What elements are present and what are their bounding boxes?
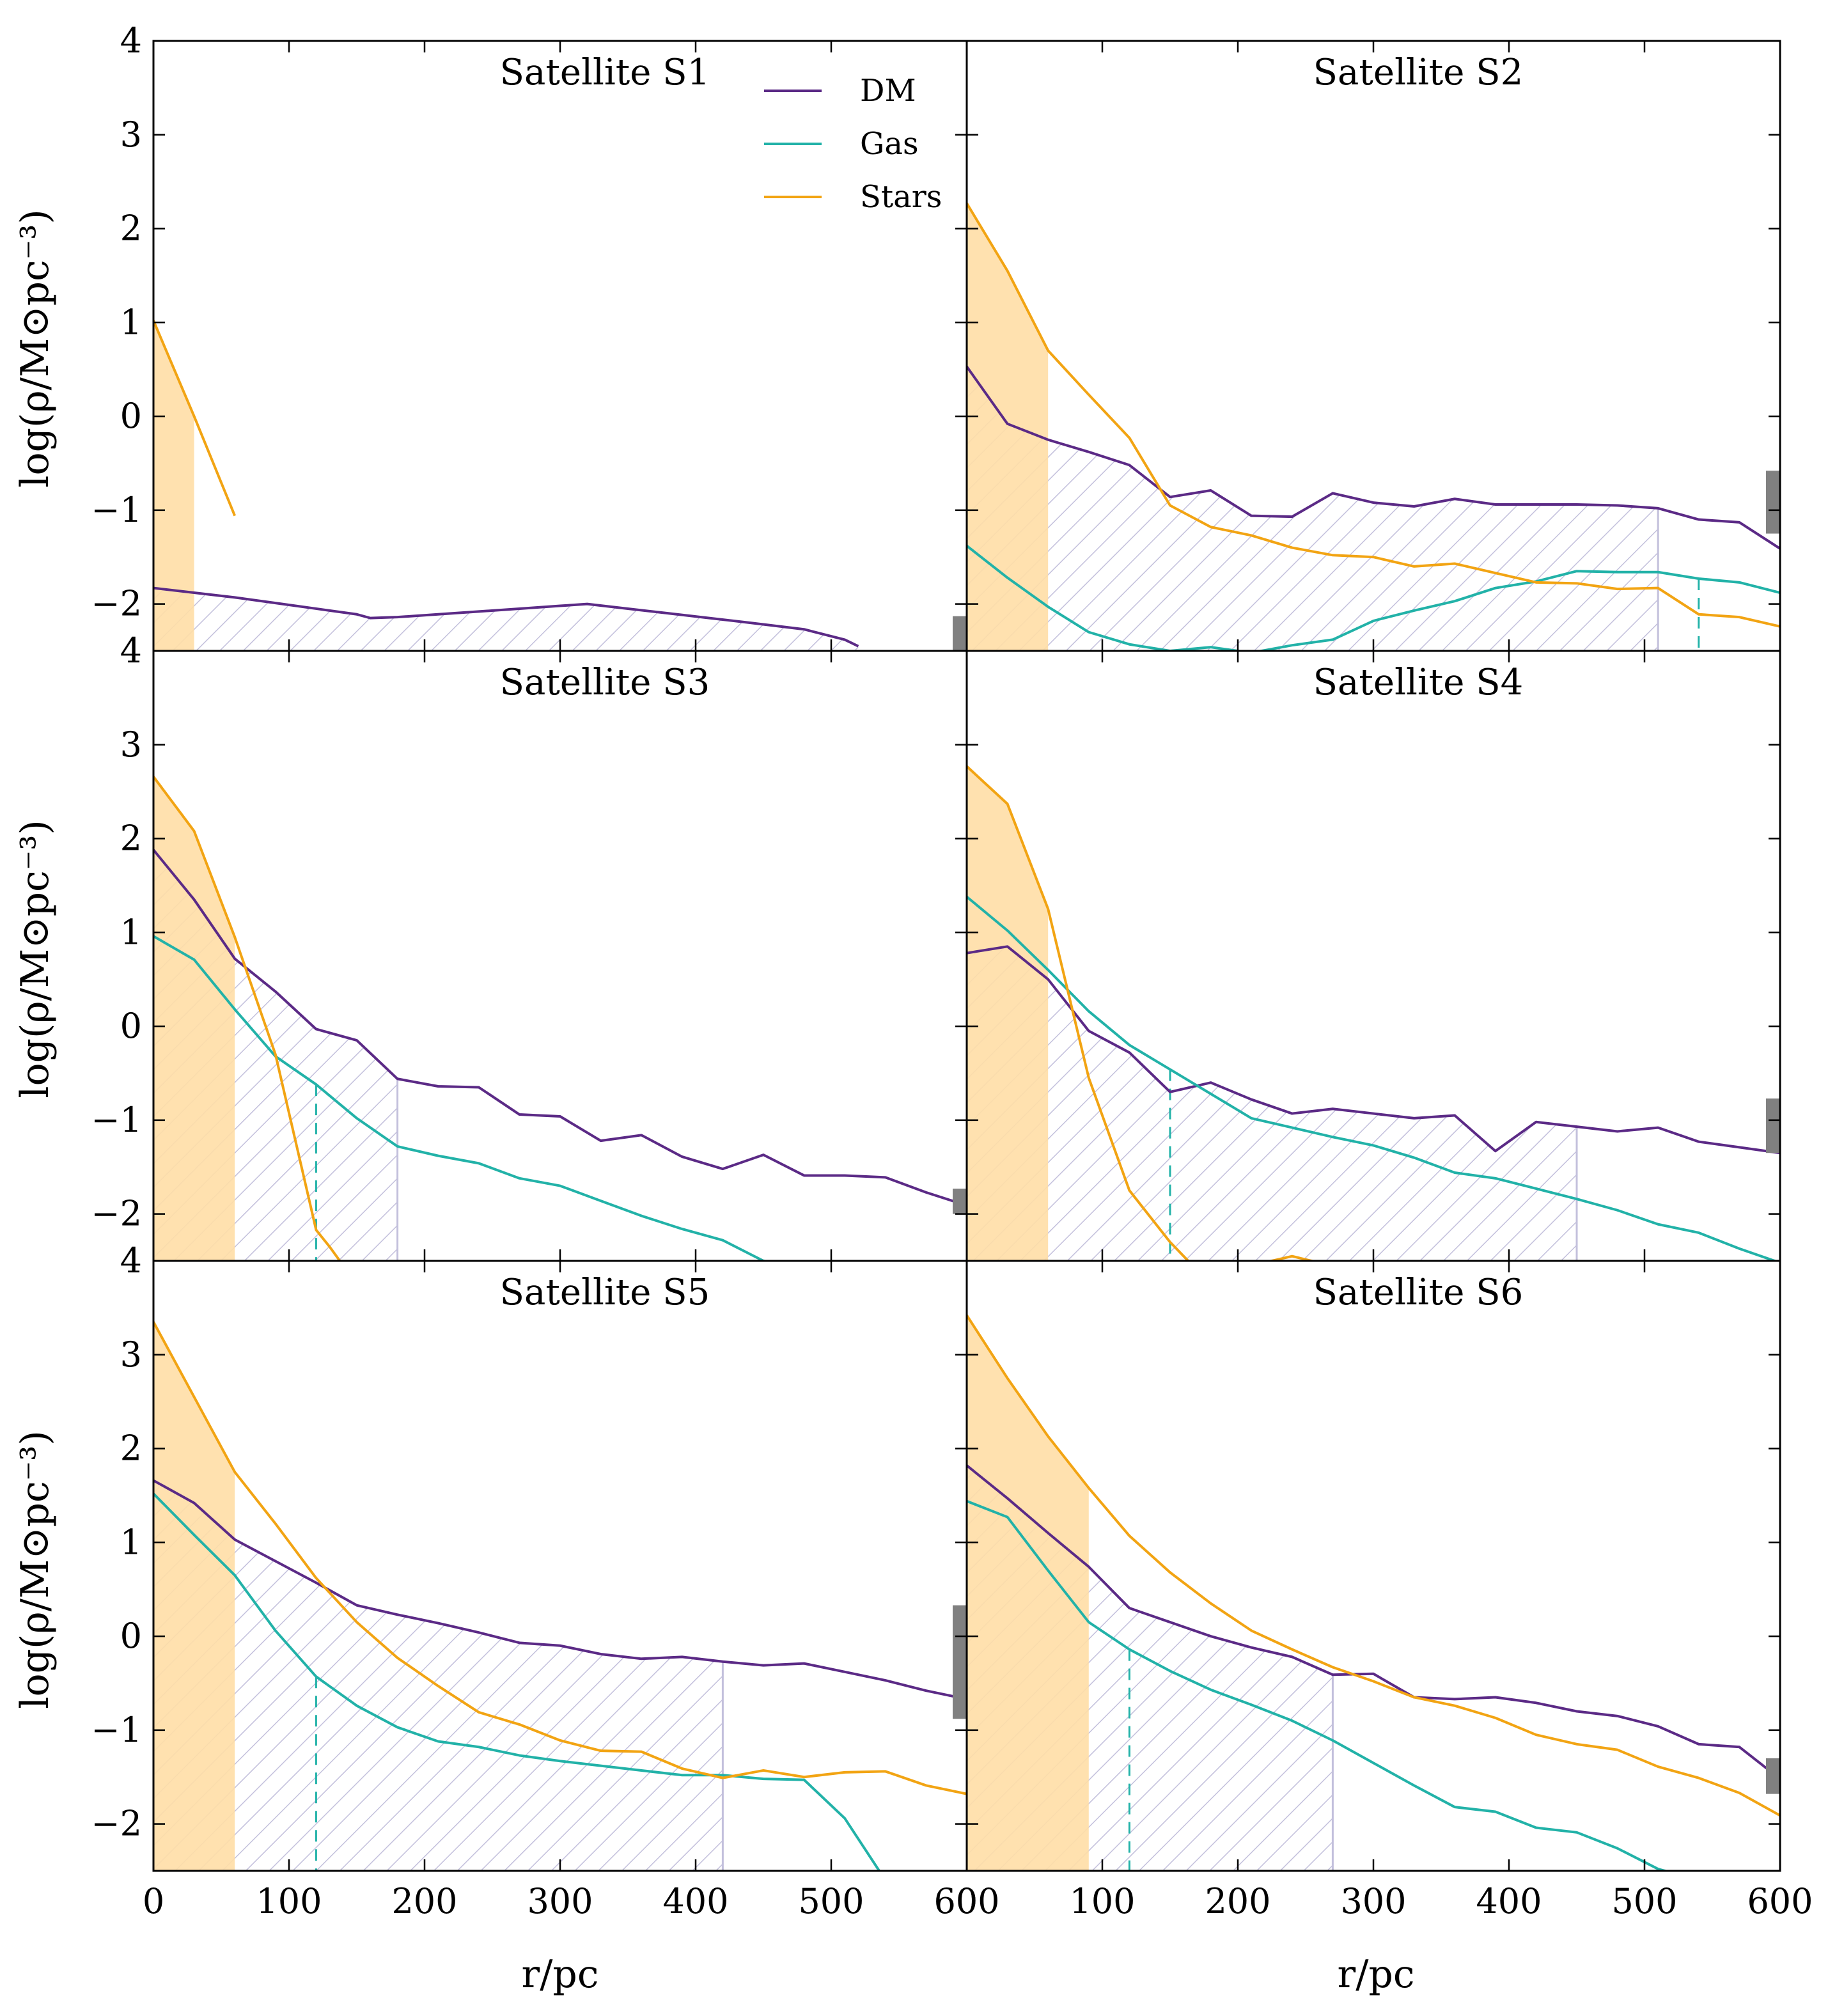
stars-fill-region	[153, 776, 235, 1261]
y-axis-label-middle: log(ρ/M⊙pc⁻³)	[13, 820, 58, 1098]
x-tick-label: 500	[1611, 1881, 1677, 1921]
x-tick-label: 400	[1476, 1881, 1542, 1921]
series-dm-line	[153, 848, 967, 1207]
observational-bar	[953, 1188, 967, 1214]
plot-area	[153, 1321, 967, 1871]
panel-title: Satellite S3	[500, 662, 710, 703]
y-tick-label: 4	[120, 1240, 142, 1281]
y-tick-label: −2	[91, 1804, 142, 1844]
stars-fill-region	[967, 203, 1049, 651]
dm-hatch-region	[967, 946, 1577, 1261]
dm-hatch-region	[153, 588, 859, 651]
x-tick-label: 100	[1069, 1881, 1135, 1921]
observational-bar	[953, 1605, 967, 1719]
series-dm-line	[967, 945, 1780, 1155]
series-stars-line	[153, 320, 237, 517]
series-stars-line	[967, 1315, 1780, 1817]
x-tick-label: 100	[256, 1881, 322, 1921]
legend-label-dm: DM	[860, 73, 916, 109]
y-tick-label: −2	[91, 584, 142, 624]
stars-fill-region	[967, 1315, 1089, 1871]
x-axis-label-right: r/pc	[1338, 1952, 1415, 1997]
y-tick-label: −1	[91, 1100, 142, 1140]
y-tick-label: 1	[120, 912, 142, 952]
series-stars-line	[967, 202, 1780, 628]
x-tick-label: 200	[1205, 1881, 1270, 1921]
observational-bar	[1766, 1758, 1780, 1794]
axis-labels: log(ρ/M⊙pc⁻³) log(ρ/M⊙pc⁻³) log(ρ/M⊙pc⁻³…	[13, 209, 1414, 1997]
series-dm-line	[153, 586, 859, 648]
y-tick-label: 4	[120, 20, 142, 61]
x-tick-label: 500	[798, 1881, 864, 1921]
y-tick-label: 0	[120, 396, 142, 436]
x-tick-label: 300	[527, 1881, 593, 1921]
x-tick-label: 200	[391, 1881, 457, 1921]
observational-bar	[953, 616, 967, 651]
series-dm-line	[967, 1464, 1780, 1780]
dm-hatch-region	[153, 1480, 723, 1871]
x-tick-label: 400	[662, 1881, 728, 1921]
x-tick-label: 300	[1340, 1881, 1406, 1921]
stars-fill-region	[153, 320, 194, 651]
y-tick-label: 3	[120, 724, 142, 765]
panel-s2: Satellite S2	[965, 40, 1781, 652]
x-tick-label: 0	[956, 1881, 978, 1921]
panels-layer: −2 −1 0 1 2 3 4 Satellite S1 Satellite S2 −2 −1 0 1 2…	[91, 20, 1813, 1921]
series-gas-line	[153, 935, 769, 1261]
y-tick-label: 1	[120, 1522, 142, 1562]
panel-title: Satellite S6	[1313, 1272, 1524, 1313]
plot-area	[153, 320, 967, 651]
plot-area	[967, 1315, 1780, 1871]
legend-label-gas: Gas	[860, 126, 919, 162]
y-tick-label: 0	[120, 1616, 142, 1656]
series-stars-line	[967, 765, 1317, 1261]
y-tick-label: −1	[91, 1710, 142, 1750]
plot-area	[153, 776, 967, 1261]
x-tick-label: 600	[1747, 1881, 1813, 1921]
series-stars-line	[153, 776, 341, 1261]
y-tick-label: −2	[91, 1194, 142, 1234]
panel-title: Satellite S5	[500, 1272, 710, 1313]
x-axis-label-left: r/pc	[522, 1952, 599, 1997]
y-tick-label: 3	[120, 1334, 142, 1375]
stars-fill-region	[153, 1322, 235, 1871]
y-tick-label: 3	[120, 114, 142, 155]
series-gas-line	[967, 545, 1780, 651]
panel-s6: 0 100 200 300 400 500 600 Satellite S6	[956, 1260, 1813, 1921]
y-axis-label-top: log(ρ/M⊙pc⁻³)	[13, 209, 58, 487]
panel-s1: −2 −1 0 1 2 3 4 Satellite S1	[91, 20, 968, 652]
y-tick-label: 1	[120, 302, 142, 342]
dm-hatch-region	[967, 366, 1659, 651]
y-tick-label: 2	[120, 1428, 142, 1469]
y-tick-label: −1	[91, 490, 142, 530]
plot-area	[967, 202, 1780, 651]
legend-label-stars: Stars	[860, 179, 942, 215]
legend: DM Gas Stars	[764, 73, 942, 215]
series-dm-line	[967, 366, 1780, 550]
y-axis-label-bottom: log(ρ/M⊙pc⁻³)	[13, 1430, 58, 1708]
x-tick-label: 0	[143, 1881, 164, 1921]
series-gas-line	[967, 1499, 1670, 1871]
panel-s4: Satellite S4	[965, 650, 1781, 1262]
panel-title: Satellite S2	[1313, 52, 1524, 93]
panel-title: Satellite S4	[1313, 662, 1524, 703]
series-gas-line	[153, 1492, 881, 1871]
y-tick-label: 2	[120, 818, 142, 859]
stars-fill-region	[967, 766, 1049, 1261]
x-tick-label: 600	[934, 1881, 999, 1921]
y-tick-label: 2	[120, 208, 142, 249]
series-dm-line	[153, 1479, 967, 1701]
panel-frame	[152, 40, 968, 652]
y-tick-label: 0	[120, 1006, 142, 1046]
series-gas-line	[967, 895, 1779, 1261]
panel-s3: −2 −1 0 1 2 3 4 Satellite S3	[91, 630, 968, 1262]
plot-area	[967, 765, 1780, 1261]
panel-s5: −2 −1 0 1 2 3 4 0 100 200 300 400 500 600 Satellite S5	[91, 1240, 999, 1921]
observational-bar	[1766, 471, 1780, 534]
series-stars-line	[153, 1321, 967, 1795]
panel-title: Satellite S1	[500, 52, 710, 93]
y-tick-label: 4	[120, 630, 142, 671]
observational-bar	[1766, 1098, 1780, 1153]
